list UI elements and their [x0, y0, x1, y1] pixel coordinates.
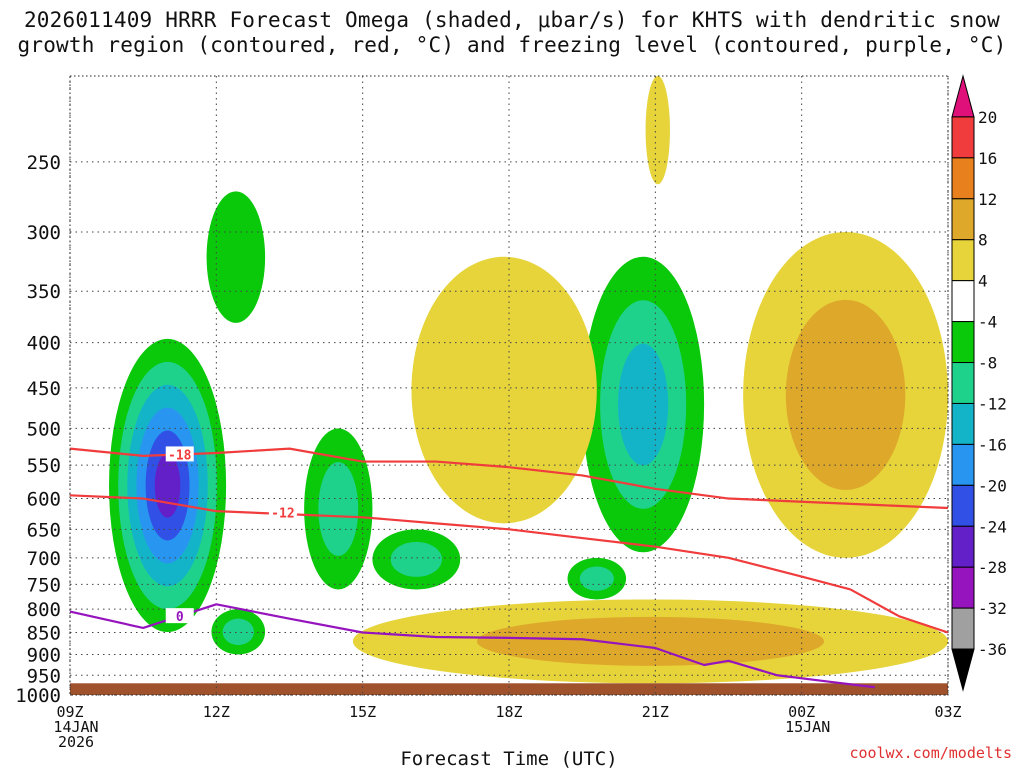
y-tick-label-350: 350 — [27, 281, 61, 303]
chart-title-line2: growth region (contoured, red, °C) and f… — [17, 33, 1007, 57]
contour-label-0: 0 — [176, 610, 184, 625]
axes-layer: 2503003504004505005506006507007508008509… — [15, 75, 962, 768]
contour-layer: -18 -12 0 — [69, 446, 949, 689]
colorbar: 20 16 12 8 4 -4 -8 -12 -16 -20 -24 -28 -32 -36 — [951, 74, 1007, 692]
colorbar-label-4: 4 — [978, 272, 988, 291]
omega-region-updraft-12z-low-level-1 — [222, 618, 254, 646]
y-tick-label-750: 750 — [27, 574, 61, 596]
y-tick-label-550: 550 — [27, 455, 61, 477]
colorbar-label--24: -24 — [978, 517, 1007, 536]
colorbar-swatch--20_to_-16 — [951, 443, 975, 486]
x-tick-label-21Z: 21Z — [642, 703, 669, 721]
omega-region-updraft-15z-level-1 — [318, 461, 359, 556]
colorbar-label--8: -8 — [978, 354, 997, 373]
contour-line-0 — [69, 603, 875, 689]
colorbar-swatch--36_to_-32 — [951, 607, 975, 650]
contour-label--18: -18 — [168, 448, 192, 463]
omega-region-subsidence-low-levels-level-1 — [476, 616, 825, 666]
contour-label-bg-0 — [165, 608, 194, 624]
colorbar-swatch-4_to_8 — [951, 239, 975, 282]
y-tick-label-950: 950 — [27, 665, 61, 687]
colorbar-swatch-bottom-arrow — [951, 648, 975, 692]
colorbar-label--20: -20 — [978, 476, 1007, 495]
colorbar-swatch--28_to_-24 — [951, 525, 975, 568]
contour-line--18 — [69, 447, 949, 510]
omega-shading-layer — [70, 76, 948, 695]
x-tick-label-2026: 2026 — [58, 733, 94, 751]
x-tick-label-00Z: 00Z — [788, 703, 815, 721]
y-tick-label-700: 700 — [27, 548, 61, 570]
chart-title-line1: 2026011409 HRRR Forecast Omega (shaded, … — [23, 8, 1001, 32]
colorbar-label-12: 12 — [978, 190, 997, 209]
x-tick-label-15JAN: 15JAN — [785, 718, 830, 736]
y-tick-label-850: 850 — [27, 622, 61, 644]
colorbar-swatch-top-arrow — [951, 74, 975, 118]
y-tick-label-450: 450 — [27, 378, 61, 400]
contour-line--12 — [69, 494, 949, 634]
y-tick-label-800: 800 — [27, 599, 61, 621]
colorbar-swatch--4_to_4 — [951, 280, 975, 323]
plot-frame — [69, 75, 949, 696]
contour-label-bg--12 — [268, 504, 297, 520]
y-tick-label-1000: 1000 — [15, 685, 61, 707]
y-tick-label-900: 900 — [27, 644, 61, 666]
colorbar-label--32: -32 — [978, 599, 1007, 618]
x-axis-label: Forecast Time (UTC) — [400, 748, 617, 768]
x-tick-label-14JAN: 14JAN — [53, 718, 98, 736]
omega-region-descent-left-upper-green-level-0 — [206, 191, 266, 323]
colorbar-label-8: 8 — [978, 231, 988, 250]
colorbar-swatch-8_to_12 — [951, 198, 975, 241]
omega-region-updraft-19z-small-level-1 — [579, 566, 614, 591]
x-tick-label-18Z: 18Z — [495, 703, 522, 721]
x-tick-label-15Z: 15Z — [349, 703, 376, 721]
colorbar-swatch-16_to_20 — [951, 116, 975, 159]
y-tick-label-650: 650 — [27, 519, 61, 541]
colorbar-swatch--24_to_-20 — [951, 484, 975, 527]
omega-region-subsidence-21z-top-level-0 — [645, 76, 670, 185]
colorbar-label--36: -36 — [978, 640, 1007, 659]
x-tick-label-09Z: 09Z — [56, 703, 83, 721]
y-tick-label-250: 250 — [27, 152, 61, 174]
omega-region-updraft-16z-level-1 — [390, 541, 442, 577]
colorbar-swatch--8_to_-4 — [951, 321, 975, 364]
contour-label-bg--18 — [165, 446, 194, 462]
colorbar-label--16: -16 — [978, 435, 1007, 454]
colorbar-label-16: 16 — [978, 149, 997, 168]
colorbar-label-20: 20 — [978, 108, 997, 127]
colorbar-label--4: -4 — [978, 313, 997, 332]
omega-region-updraft-21z-level-2 — [618, 343, 669, 466]
colorbar-swatch--16_to_-12 — [951, 402, 975, 445]
y-tick-label-300: 300 — [27, 222, 61, 244]
colorbar-label--12: -12 — [978, 394, 1007, 413]
omega-region-subsidence-23z-02z-level-1 — [785, 299, 906, 490]
contour-label--12: -12 — [271, 507, 294, 522]
colorbar-label--28: -28 — [978, 558, 1007, 577]
x-tick-label-12Z: 12Z — [203, 703, 230, 721]
y-tick-label-400: 400 — [27, 333, 61, 355]
omega-region-subsidence-16z-19z-level-0 — [411, 256, 597, 524]
grid-layer — [69, 76, 949, 696]
colorbar-swatch--12_to_-8 — [951, 362, 975, 404]
surface-ground-band — [70, 683, 948, 695]
colorbar-swatch--32_to_-28 — [951, 566, 975, 609]
y-tick-label-500: 500 — [27, 418, 61, 440]
credit-label: coolwx.com/modelts — [849, 744, 1012, 762]
x-tick-label-03Z: 03Z — [934, 703, 961, 721]
colorbar-swatch-12_to_16 — [951, 157, 975, 200]
y-tick-label-600: 600 — [27, 489, 61, 511]
